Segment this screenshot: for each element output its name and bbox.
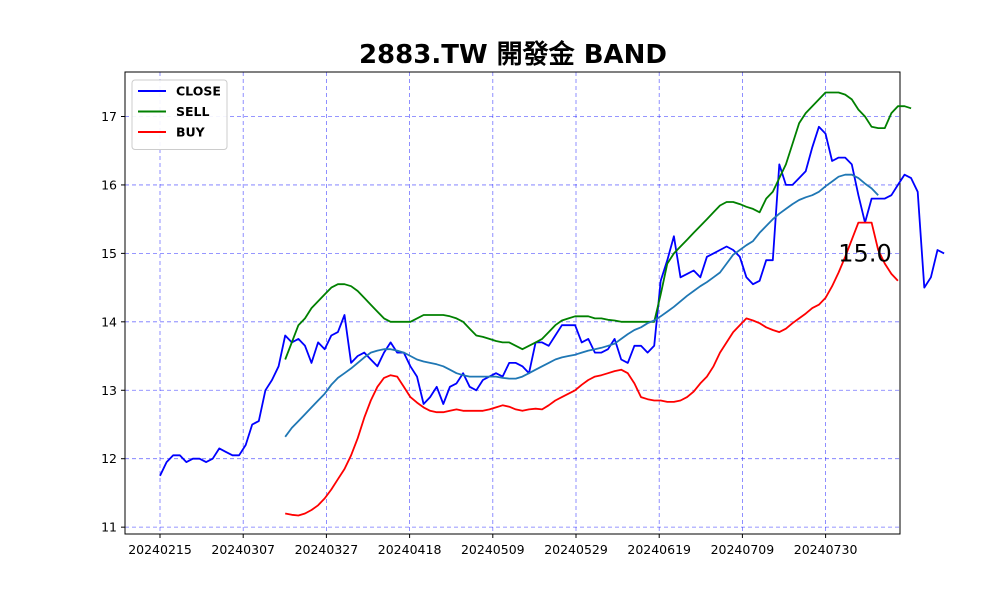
x-tick-label: 20240619 (627, 542, 691, 557)
x-tick-label: 20240307 (211, 542, 275, 557)
price-annotation: 15.0 (838, 239, 891, 267)
x-tick-label: 20240709 (711, 542, 775, 557)
y-tick-label: 12 (101, 451, 117, 466)
y-tick-label: 13 (101, 383, 117, 398)
y-tick-label: 17 (101, 109, 117, 124)
legend-label-buy: BUY (176, 125, 206, 140)
chart-title: 2883.TW 開發金 BAND (358, 40, 668, 70)
legend-label-close: CLOSE (176, 84, 221, 99)
x-tick-label: 20240730 (794, 542, 858, 557)
x-tick-label: 20240509 (461, 542, 525, 557)
series-line-middle (284, 173, 879, 438)
annotations: 15.0 (838, 239, 891, 267)
series-line-sell (284, 91, 912, 360)
x-tick-label: 20240529 (544, 542, 608, 557)
x-tick-label: 20240215 (128, 542, 192, 557)
series-lines (159, 91, 945, 517)
y-tick-label: 14 (101, 314, 117, 329)
series-line-close (159, 125, 945, 477)
legend: CLOSE SELL BUY (131, 79, 228, 150)
y-tick-label: 16 (101, 177, 117, 192)
y-tick-label: 15 (101, 246, 117, 261)
grid (125, 72, 900, 534)
axes: 20240215 20240307 20240327 20240418 20240509… (101, 71, 901, 557)
legend-label-sell: SELL (176, 104, 210, 119)
x-tick-label: 20240327 (295, 542, 359, 557)
series-line-buy (285, 221, 899, 517)
x-tick-label: 20240418 (378, 542, 442, 557)
plot-frame (124, 71, 901, 535)
y-tick-label: 11 (101, 520, 117, 535)
